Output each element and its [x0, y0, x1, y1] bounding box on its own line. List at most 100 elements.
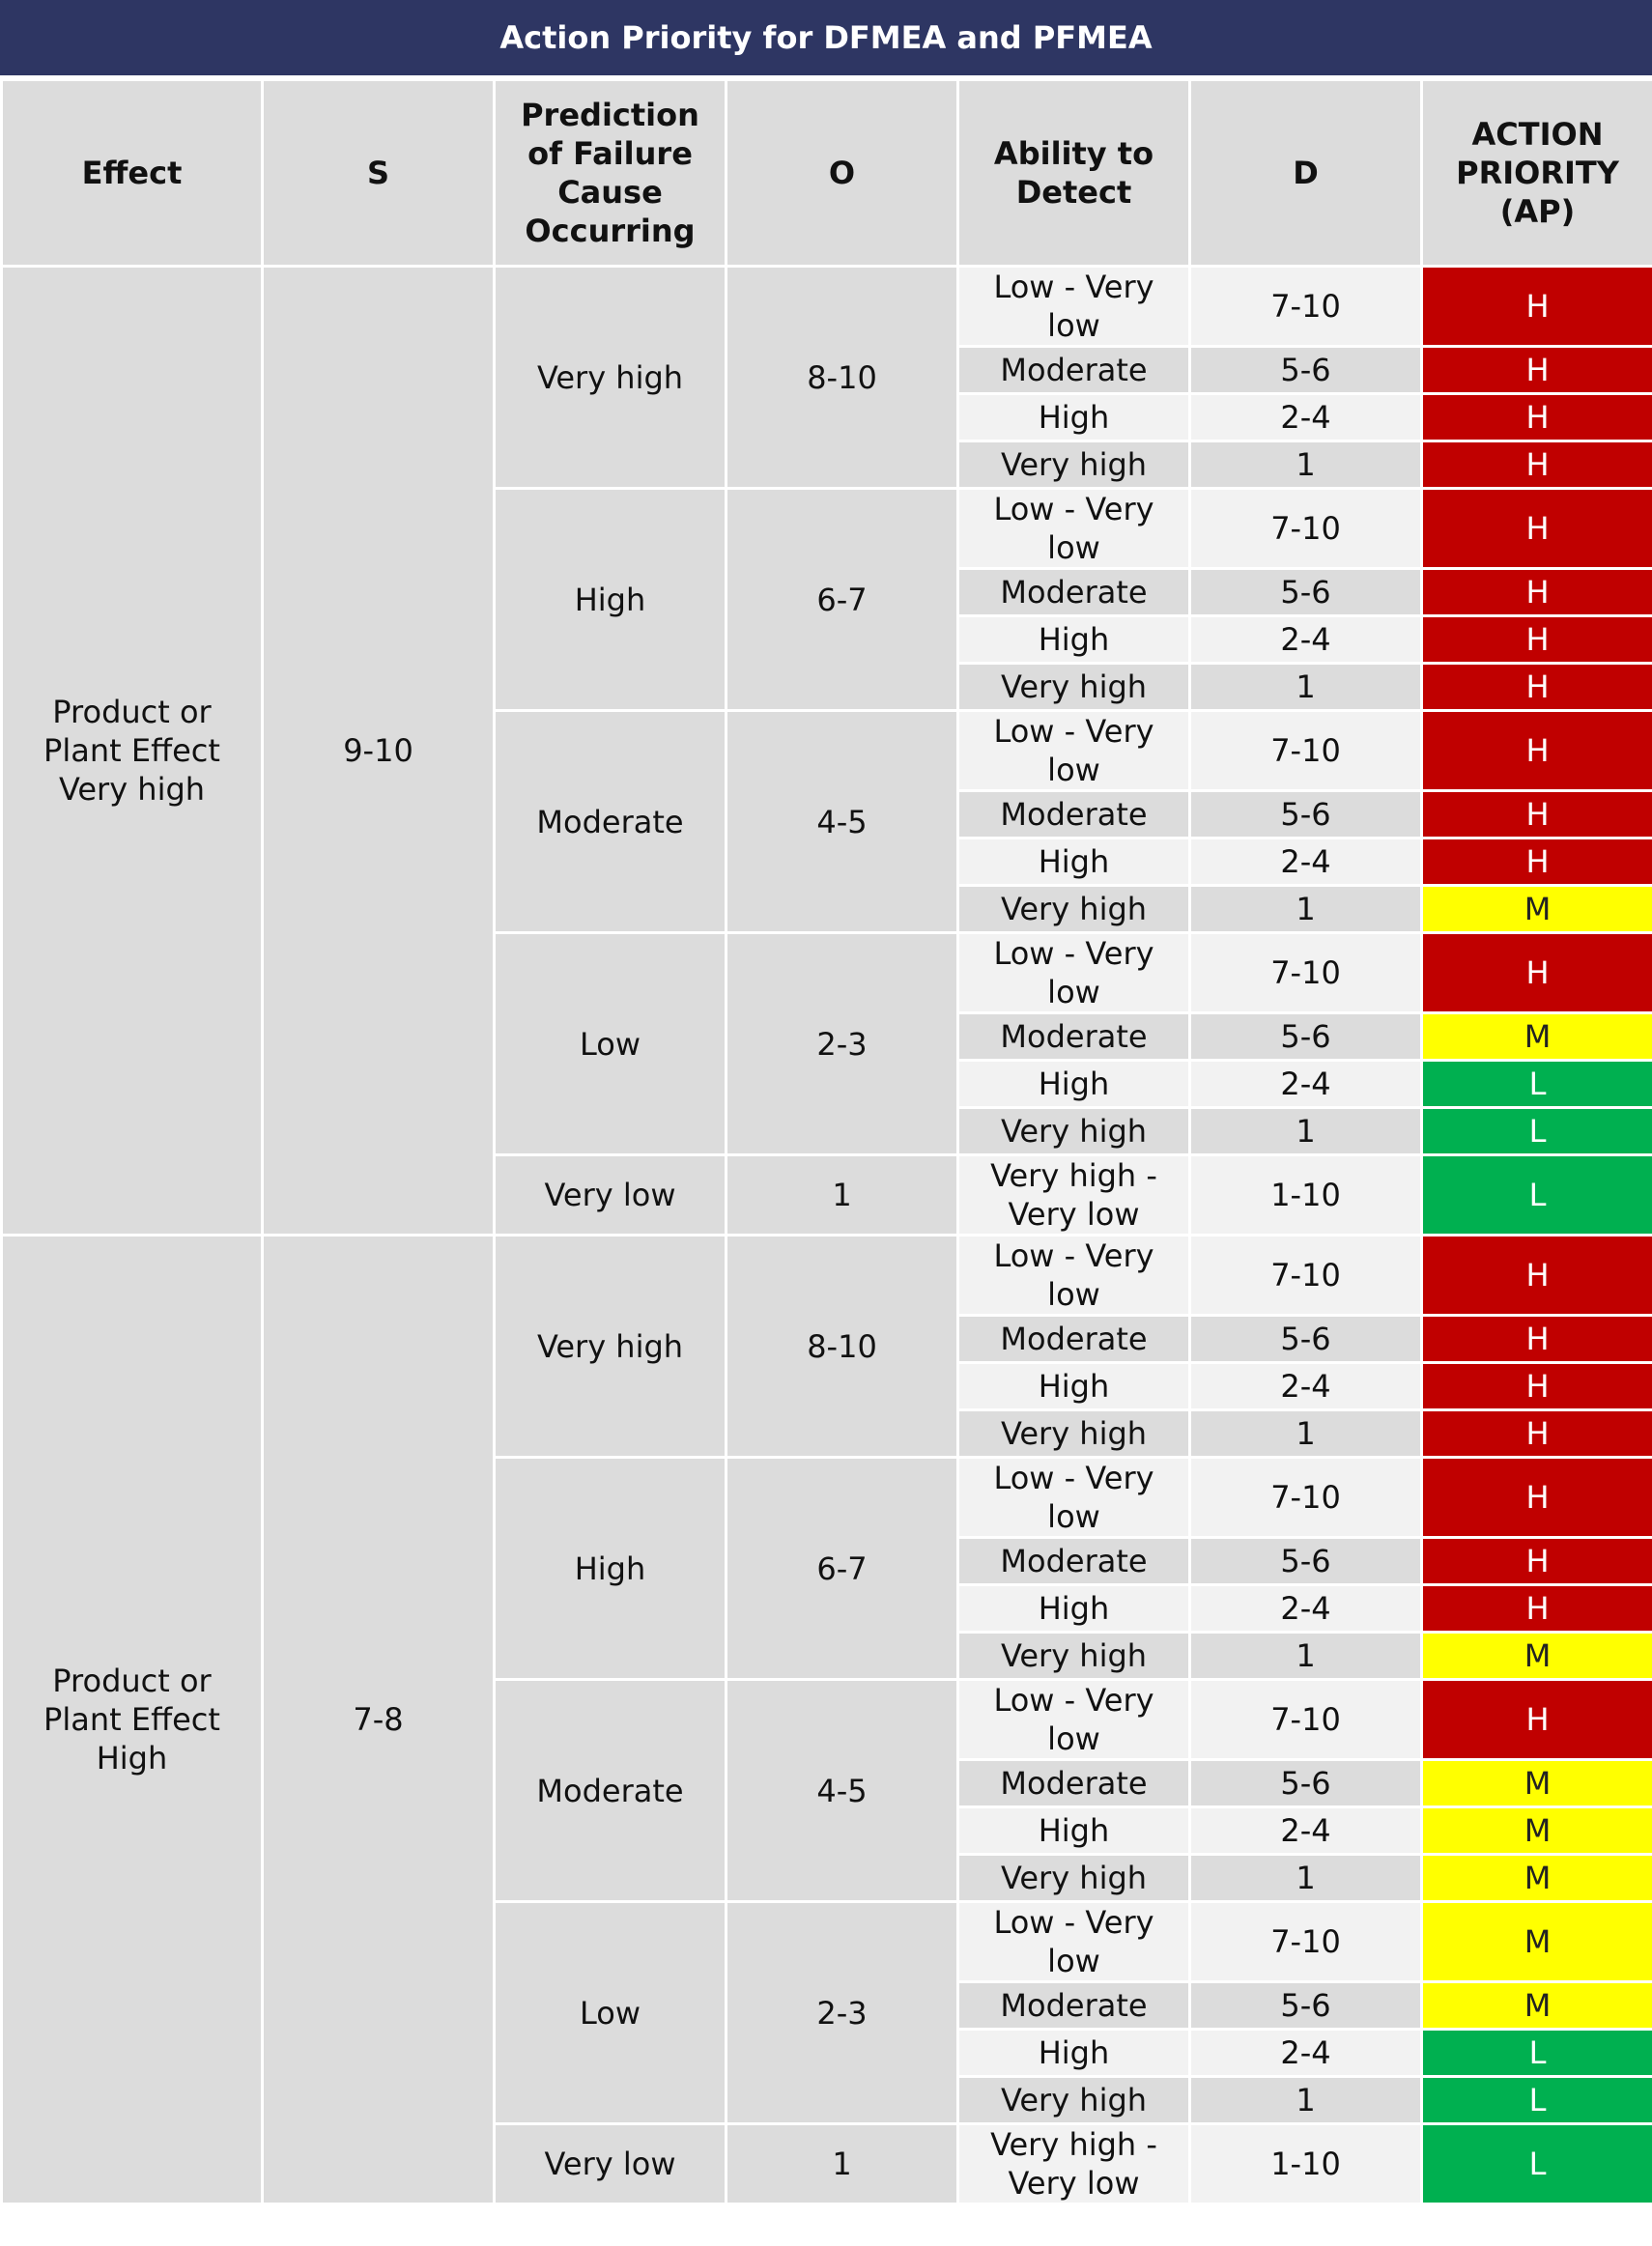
ap-cell: M: [1420, 1758, 1652, 1808]
prediction-cell: High: [493, 487, 727, 712]
table-row: Low 2-3 Low - Very low 7-10 M: [2, 1900, 1652, 2125]
detection-cell: 7-10: [1188, 1234, 1423, 1317]
table-row: High 2-4 H: [2, 837, 1652, 887]
table-row: Moderate 4-5 Low - Very low 7-10 H: [2, 709, 1652, 934]
prediction-cell: Very high: [493, 1234, 727, 1459]
ap-table: Effect S Prediction of Failure Cause Occur…: [0, 78, 1652, 2205]
prediction-cell: Low: [493, 1900, 727, 2125]
detect-cell: High: [956, 2028, 1191, 2078]
column-header: D: [1188, 78, 1423, 268]
ap-cell: H: [1420, 789, 1652, 839]
ap-cell: L: [1420, 1106, 1652, 1156]
detect-cell: Moderate: [956, 567, 1191, 617]
ap-cell: M: [1420, 1631, 1652, 1681]
detection-cell: 1: [1188, 1631, 1423, 1681]
table-row: Moderate 4-5 Low - Very low 7-10 H: [2, 1678, 1652, 1903]
prediction-cell: Very high: [493, 265, 727, 490]
detection-cell: 5-6: [1188, 1980, 1423, 2031]
detect-cell: Very high: [956, 2075, 1191, 2125]
effect-cell: Product or Plant Effect High: [0, 1234, 264, 2205]
table-row: Moderate 5-6 M: [2, 1758, 1652, 1808]
ap-cell: H: [1420, 392, 1652, 442]
detect-cell: Very high - Very low: [956, 1153, 1191, 1237]
detection-cell: 2-4: [1188, 1361, 1423, 1411]
ap-cell: H: [1420, 487, 1652, 570]
table-row: Moderate 5-6 H: [2, 789, 1652, 839]
prediction-cell: Moderate: [493, 1678, 727, 1903]
table-row: Moderate 5-6 H: [2, 345, 1652, 395]
detection-cell: 1: [1188, 884, 1423, 934]
occurrence-cell: 8-10: [725, 1234, 959, 1459]
occurrence-cell: 6-7: [725, 487, 959, 712]
table-row: Moderate 5-6 H: [2, 1314, 1652, 1364]
occurrence-cell: 2-3: [725, 931, 959, 1156]
prediction-cell: High: [493, 1456, 727, 1681]
ap-cell: L: [1420, 1059, 1652, 1109]
occurrence-cell: 8-10: [725, 265, 959, 490]
detection-cell: 2-4: [1188, 837, 1423, 887]
ap-cell: H: [1420, 1408, 1652, 1459]
detect-cell: Moderate: [956, 345, 1191, 395]
table-title: Action Priority for DFMEA and PFMEA: [0, 0, 1652, 78]
detect-cell: High: [956, 1059, 1191, 1109]
table-row: High 2-4 L: [2, 1059, 1652, 1109]
prediction-cell: Low: [493, 931, 727, 1156]
detection-cell: 1: [1188, 662, 1423, 712]
table-body: Product or Plant Effect Very high 9-10 Ver…: [0, 265, 1652, 2205]
table-row: Very high 1 H: [2, 1408, 1652, 1459]
severity-cell: 9-10: [261, 265, 496, 1237]
ap-cell: M: [1420, 1980, 1652, 2031]
table-row: Moderate 5-6 M: [2, 1980, 1652, 2031]
detect-cell: High: [956, 614, 1191, 665]
ap-cell: H: [1420, 1583, 1652, 1634]
ap-cell: H: [1420, 1536, 1652, 1586]
ap-cell: H: [1420, 440, 1652, 490]
ap-cell: H: [1420, 1678, 1652, 1761]
table-row: High 2-4 H: [2, 392, 1652, 442]
prediction-cell: Moderate: [493, 709, 727, 934]
table-row: High 6-7 Low - Very low 7-10 H: [2, 1456, 1652, 1681]
prediction-cell: Very low: [493, 1153, 727, 1237]
occurrence-cell: 6-7: [725, 1456, 959, 1681]
column-header: ACTION PRIORITY (AP): [1420, 78, 1652, 268]
detect-cell: High: [956, 1805, 1191, 1856]
detection-cell: 1: [1188, 1408, 1423, 1459]
table-row: High 2-4 H: [2, 1361, 1652, 1411]
column-header: Ability to Detect: [956, 78, 1191, 268]
detection-cell: 2-4: [1188, 392, 1423, 442]
detect-cell: Low - Very low: [956, 487, 1191, 570]
table-row: Very high 1 L: [2, 1106, 1652, 1156]
detection-cell: 7-10: [1188, 1678, 1423, 1761]
table-row: Very high 1 M: [2, 1853, 1652, 1903]
detection-cell: 5-6: [1188, 1011, 1423, 1062]
ap-cell: H: [1420, 709, 1652, 792]
detection-cell: 5-6: [1188, 789, 1423, 839]
ap-cell: H: [1420, 1314, 1652, 1364]
detection-cell: 1: [1188, 1853, 1423, 1903]
detection-cell: 5-6: [1188, 1536, 1423, 1586]
column-header: Prediction of Failure Cause Occurring: [493, 78, 727, 268]
detect-cell: Moderate: [956, 1314, 1191, 1364]
detection-cell: 5-6: [1188, 1314, 1423, 1364]
occurrence-cell: 1: [725, 1153, 959, 1237]
table-row: Very high 1 L: [2, 2075, 1652, 2125]
ap-cell: H: [1420, 931, 1652, 1014]
table-row: High 2-4 M: [2, 1805, 1652, 1856]
ap-cell: M: [1420, 1011, 1652, 1062]
ap-cell: M: [1420, 884, 1652, 934]
detect-cell: Moderate: [956, 1758, 1191, 1808]
detection-cell: 7-10: [1188, 265, 1423, 348]
detection-cell: 1: [1188, 440, 1423, 490]
detection-cell: 5-6: [1188, 1758, 1423, 1808]
ap-cell: L: [1420, 2028, 1652, 2078]
detection-cell: 2-4: [1188, 1583, 1423, 1634]
header-row: Effect S Prediction of Failure Cause Occur…: [0, 78, 1652, 268]
table-row: Moderate 5-6 H: [2, 567, 1652, 617]
detect-cell: Very high - Very low: [956, 2122, 1191, 2205]
detect-cell: Very high: [956, 1853, 1191, 1903]
effect-cell: Product or Plant Effect Very high: [0, 265, 264, 1237]
detect-cell: Low - Very low: [956, 265, 1191, 348]
column-header: Effect: [0, 78, 264, 268]
table-row: Moderate 5-6 H: [2, 1536, 1652, 1586]
